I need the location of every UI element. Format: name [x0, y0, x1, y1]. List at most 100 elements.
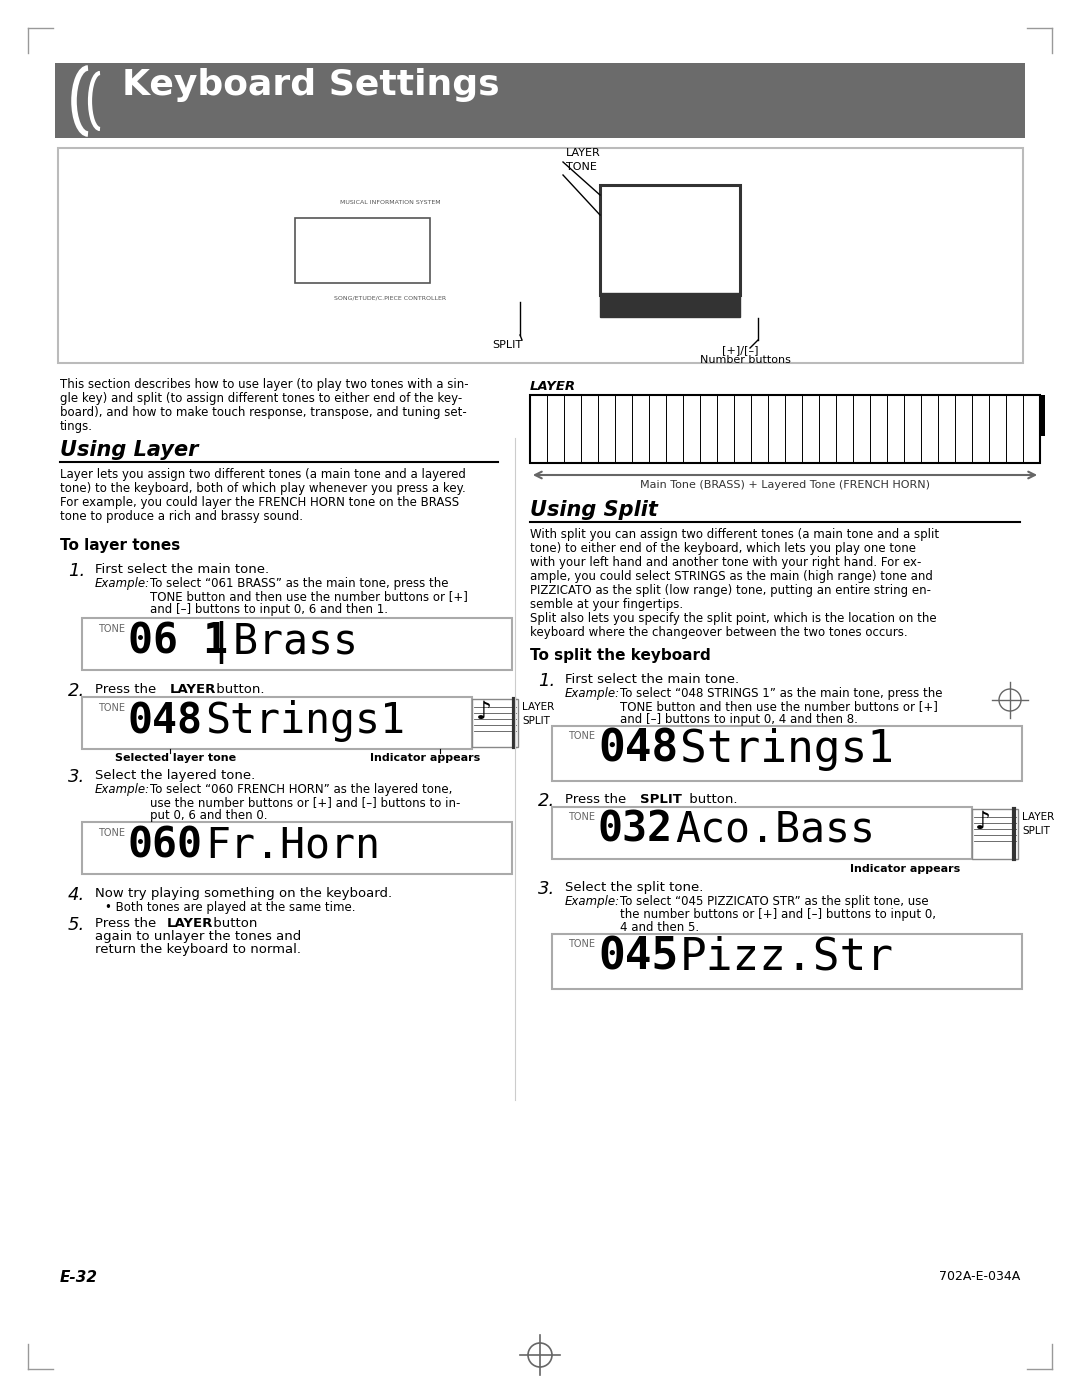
Text: put 0, 6 and then 0.: put 0, 6 and then 0.	[150, 809, 268, 821]
FancyBboxPatch shape	[916, 395, 926, 436]
Text: Main Tone (BRASS) + Layered Tone (FRENCH HORN): Main Tone (BRASS) + Layered Tone (FRENCH…	[640, 481, 930, 490]
FancyBboxPatch shape	[797, 395, 807, 436]
FancyBboxPatch shape	[552, 807, 972, 859]
Text: again to unlayer the tones and: again to unlayer the tones and	[95, 930, 301, 943]
Text: SPLIT: SPLIT	[522, 717, 550, 726]
FancyBboxPatch shape	[295, 218, 430, 284]
Text: TONE: TONE	[98, 828, 125, 838]
Text: Example:: Example:	[95, 782, 150, 796]
Text: Using Layer: Using Layer	[60, 440, 199, 460]
Text: E-32: E-32	[60, 1270, 98, 1285]
Text: Keyboard Settings: Keyboard Settings	[122, 68, 500, 102]
Text: 06 1: 06 1	[129, 622, 228, 664]
FancyBboxPatch shape	[542, 395, 552, 436]
Text: Selected layer tone: Selected layer tone	[114, 753, 237, 763]
Text: board), and how to make touch response, transpose, and tuning set-: board), and how to make touch response, …	[60, 407, 467, 419]
Text: 048: 048	[129, 700, 203, 742]
Text: button: button	[210, 916, 257, 930]
Text: Press the: Press the	[565, 793, 631, 806]
Text: 3.: 3.	[68, 768, 85, 787]
FancyBboxPatch shape	[82, 821, 512, 875]
Text: and [–] buttons to input 0, 6 and then 1.: and [–] buttons to input 0, 6 and then 1…	[150, 604, 388, 616]
Text: LAYER: LAYER	[566, 148, 600, 158]
Text: and [–] buttons to input 0, 4 and then 8.: and [–] buttons to input 0, 4 and then 8…	[620, 712, 858, 726]
FancyBboxPatch shape	[984, 395, 994, 436]
Text: Example:: Example:	[565, 687, 620, 700]
Text: tone to produce a rich and brassy sound.: tone to produce a rich and brassy sound.	[60, 510, 303, 522]
Text: 2.: 2.	[538, 792, 555, 810]
FancyBboxPatch shape	[661, 395, 671, 436]
FancyBboxPatch shape	[552, 935, 1022, 989]
FancyBboxPatch shape	[559, 395, 569, 436]
Text: 4.: 4.	[68, 886, 85, 904]
Text: LAYER: LAYER	[1022, 812, 1054, 821]
Text: Split also lets you specify the split point, which is the location on the: Split also lets you specify the split po…	[530, 612, 936, 624]
Text: keyboard where the changeover between the two tones occurs.: keyboard where the changeover between th…	[530, 626, 907, 638]
Text: 5.: 5.	[68, 916, 85, 935]
Text: TONE button and then use the number buttons or [+]: TONE button and then use the number butt…	[150, 590, 468, 604]
Text: Indicator appears: Indicator appears	[370, 753, 481, 763]
Text: SPLIT: SPLIT	[492, 339, 522, 351]
Text: With split you can assign two different tones (a main tone and a split: With split you can assign two different …	[530, 528, 940, 541]
FancyBboxPatch shape	[627, 395, 637, 436]
Text: To select “060 FRENCH HORN” as the layered tone,: To select “060 FRENCH HORN” as the layer…	[150, 782, 453, 796]
Text: To select “061 BRASS” as the main tone, press the: To select “061 BRASS” as the main tone, …	[150, 577, 448, 590]
Text: the number buttons or [+] and [–] buttons to input 0,: the number buttons or [+] and [–] button…	[620, 908, 936, 921]
Text: button.: button.	[212, 683, 265, 696]
Text: Pizz.Str: Pizz.Str	[680, 936, 894, 979]
FancyBboxPatch shape	[780, 395, 789, 436]
Text: LAYER: LAYER	[530, 380, 576, 393]
FancyBboxPatch shape	[593, 395, 603, 436]
Text: 032: 032	[598, 809, 673, 851]
FancyBboxPatch shape	[55, 63, 1025, 138]
Text: First select the main tone.: First select the main tone.	[565, 673, 739, 686]
FancyBboxPatch shape	[712, 395, 721, 436]
Text: Example:: Example:	[565, 895, 620, 908]
Text: [+]/[–]: [+]/[–]	[723, 345, 758, 355]
Text: tone) to the keyboard, both of which play whenever you press a key.: tone) to the keyboard, both of which pla…	[60, 482, 465, 495]
Text: return the keyboard to normal.: return the keyboard to normal.	[95, 943, 301, 956]
Text: LAYER: LAYER	[167, 916, 214, 930]
Text: gle key) and split (to assign different tones to either end of the key-: gle key) and split (to assign different …	[60, 393, 462, 405]
Text: Using Split: Using Split	[530, 500, 658, 520]
Text: Press the: Press the	[95, 683, 161, 696]
Text: button.: button.	[685, 793, 738, 806]
Text: Strings1: Strings1	[680, 728, 894, 771]
Text: ample, you could select STRINGS as the main (high range) tone and: ample, you could select STRINGS as the m…	[530, 570, 933, 583]
Text: This section describes how to use layer (to play two tones with a sin-: This section describes how to use layer …	[60, 379, 469, 391]
FancyBboxPatch shape	[950, 395, 960, 436]
Text: To select “045 PIZZICATO STR” as the split tone, use: To select “045 PIZZICATO STR” as the spl…	[620, 895, 929, 908]
Text: ♪: ♪	[975, 810, 991, 834]
Text: LAYER: LAYER	[170, 683, 216, 696]
Text: tings.: tings.	[60, 420, 93, 433]
Text: Number buttons: Number buttons	[700, 355, 791, 365]
Text: To split the keyboard: To split the keyboard	[530, 648, 711, 664]
Text: TONE: TONE	[566, 162, 597, 172]
Text: TONE: TONE	[568, 939, 595, 949]
Text: 048: 048	[598, 728, 678, 771]
Text: |Brass: |Brass	[208, 622, 357, 664]
Text: 1.: 1.	[68, 562, 85, 580]
Text: Select the split tone.: Select the split tone.	[565, 882, 703, 894]
Text: MUSICAL INFORMATION SYSTEM: MUSICAL INFORMATION SYSTEM	[340, 200, 441, 205]
Text: use the number buttons or [+] and [–] buttons to in-: use the number buttons or [+] and [–] bu…	[150, 796, 460, 809]
Text: semble at your fingertips.: semble at your fingertips.	[530, 598, 684, 610]
Text: LAYER: LAYER	[522, 703, 554, 712]
FancyBboxPatch shape	[58, 148, 1023, 363]
FancyBboxPatch shape	[832, 395, 841, 436]
Text: For example, you could layer the FRENCH HORN tone on the BRASS: For example, you could layer the FRENCH …	[60, 496, 459, 509]
Text: ♪: ♪	[476, 700, 492, 724]
Text: • Both tones are played at the same time.: • Both tones are played at the same time…	[105, 901, 355, 914]
FancyBboxPatch shape	[82, 697, 472, 749]
Text: with your left hand and another tone with your right hand. For ex-: with your left hand and another tone wit…	[530, 556, 921, 569]
Text: SPLIT: SPLIT	[640, 793, 681, 806]
Text: 060: 060	[129, 826, 203, 868]
FancyBboxPatch shape	[972, 809, 1018, 859]
FancyBboxPatch shape	[1018, 395, 1028, 436]
FancyBboxPatch shape	[82, 617, 512, 671]
Text: Layer lets you assign two different tones (a main tone and a layered: Layer lets you assign two different tone…	[60, 468, 465, 481]
FancyBboxPatch shape	[610, 395, 620, 436]
FancyBboxPatch shape	[865, 395, 875, 436]
FancyBboxPatch shape	[1035, 395, 1045, 436]
FancyBboxPatch shape	[678, 395, 688, 436]
